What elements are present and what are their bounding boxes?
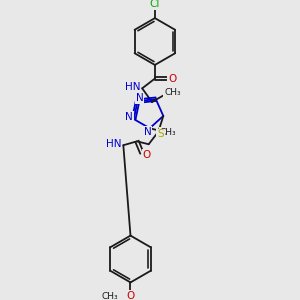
Text: S: S [157, 130, 164, 140]
Text: O: O [142, 150, 151, 160]
Text: O: O [168, 74, 177, 84]
Text: HN: HN [125, 82, 140, 92]
Text: N: N [144, 127, 152, 137]
Text: N: N [125, 112, 133, 122]
Text: Cl: Cl [150, 0, 160, 10]
Text: HN: HN [106, 139, 122, 149]
Text: CH₃: CH₃ [102, 292, 118, 300]
Text: O: O [126, 291, 135, 300]
Text: N: N [136, 93, 143, 103]
Text: CH₃: CH₃ [164, 88, 181, 97]
Text: CH₃: CH₃ [160, 128, 176, 136]
